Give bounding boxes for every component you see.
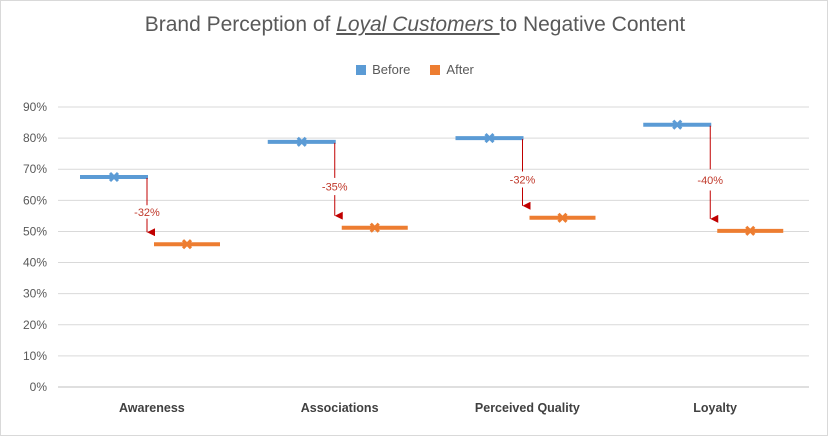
before-point — [296, 136, 307, 147]
chart-legend: Before After — [1, 62, 828, 77]
title-emphasis: Loyal Customers — [336, 13, 500, 36]
after-point — [369, 222, 380, 233]
change-label: -35% — [322, 181, 348, 193]
x-category-label: Associations — [301, 401, 379, 415]
y-tick-label: 60% — [23, 193, 47, 207]
after-point — [557, 212, 568, 223]
before-point — [108, 171, 120, 183]
chart-title: Brand Perception of Loyal Customers to N… — [1, 13, 828, 37]
change-label: -32% — [510, 175, 536, 187]
y-tick-label: 10% — [23, 349, 47, 363]
after-point — [745, 225, 756, 236]
legend-item-after: After — [430, 62, 474, 77]
y-tick-label: 50% — [23, 224, 47, 238]
x-category-label: Perceived Quality — [475, 401, 580, 415]
y-tick-label: 20% — [23, 318, 47, 332]
y-tick-label: 30% — [23, 287, 47, 301]
title-suffix: to Negative Content — [499, 13, 686, 36]
y-tick-label: 80% — [23, 131, 47, 145]
legend-swatch-before — [356, 64, 367, 75]
y-tick-label: 70% — [23, 162, 47, 176]
legend-label-after: After — [446, 62, 474, 77]
before-point — [672, 119, 683, 130]
y-tick-label: 0% — [30, 380, 48, 394]
change-label: -40% — [697, 175, 723, 187]
x-category-label: Loyalty — [693, 401, 737, 415]
legend-swatch-after — [430, 64, 441, 75]
x-category-label: Awareness — [119, 401, 185, 415]
legend-label-before: Before — [372, 62, 411, 77]
after-point — [181, 239, 193, 250]
change-label: -32% — [134, 207, 160, 219]
before-point — [484, 133, 495, 144]
legend-item-before: Before — [356, 62, 410, 77]
y-tick-label: 40% — [23, 256, 47, 270]
y-tick-label: 90% — [23, 100, 47, 114]
title-prefix: Brand Perception of — [144, 13, 337, 36]
